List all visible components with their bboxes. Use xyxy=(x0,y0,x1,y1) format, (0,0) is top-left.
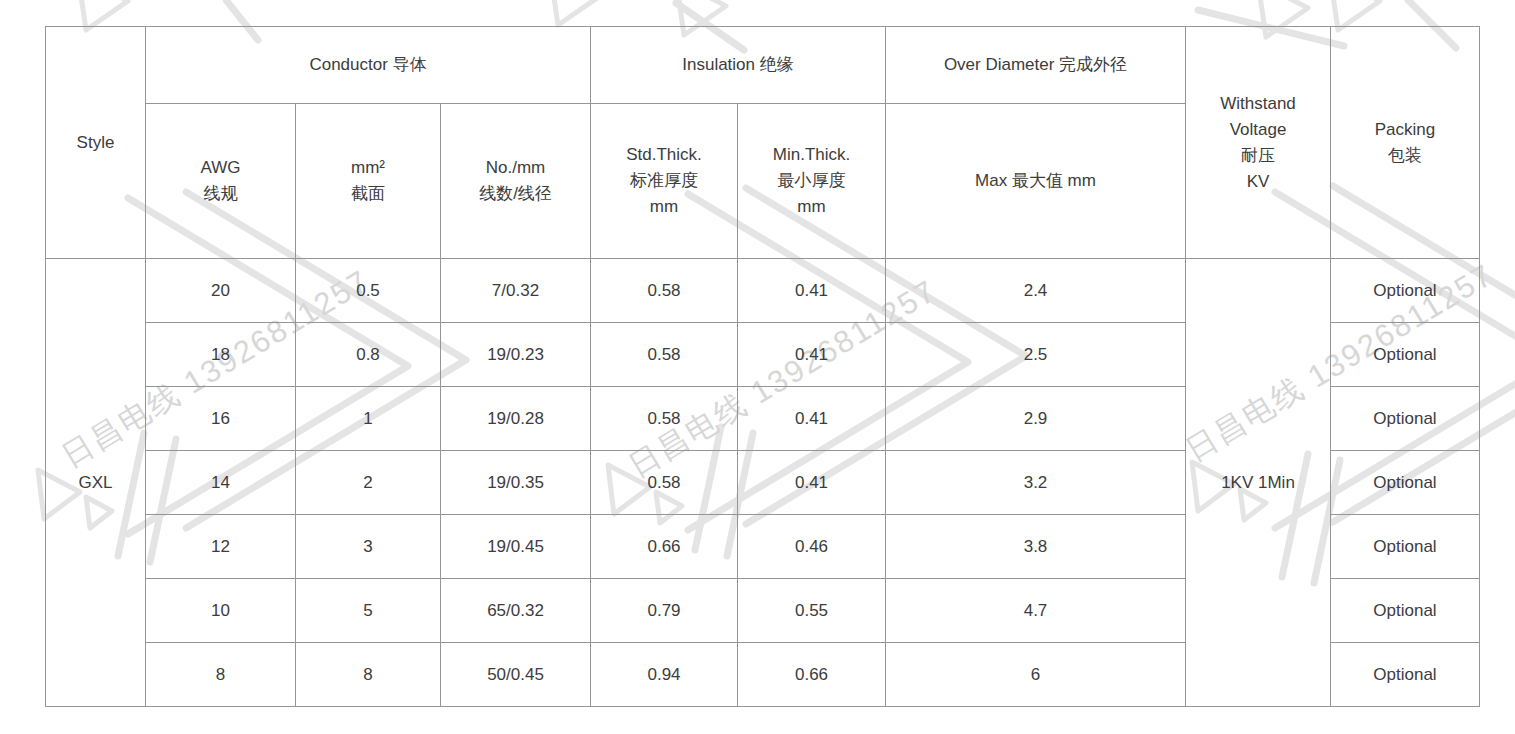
mm2-cell: 5 xyxy=(296,579,441,643)
std-thick-cell: 0.58 xyxy=(591,451,738,515)
awg-cell: 8 xyxy=(146,643,296,707)
std-thick-cell: 0.58 xyxy=(591,323,738,387)
min-thick-cell: 0.41 xyxy=(738,259,886,323)
packing-cell: Optional xyxy=(1331,579,1480,643)
header-group-over-diameter: Over Diameter 完成外径 xyxy=(886,27,1186,104)
strands-cell: 7/0.32 xyxy=(441,259,591,323)
packing-cell: Optional xyxy=(1331,387,1480,451)
awg-cell: 16 xyxy=(146,387,296,451)
std-thick-cell: 0.79 xyxy=(591,579,738,643)
mm2-cell: 1 xyxy=(296,387,441,451)
max-od-cell: 3.2 xyxy=(886,451,1186,515)
max-od-cell: 2.9 xyxy=(886,387,1186,451)
packing-cell: Optional xyxy=(1331,259,1480,323)
max-od-cell: 6 xyxy=(886,643,1186,707)
table-row: GXL 20 0.5 7/0.32 0.58 0.41 2.4 1KV 1Min… xyxy=(46,259,1480,323)
withstand-value-cell: 1KV 1Min xyxy=(1186,259,1331,707)
awg-cell: 14 xyxy=(146,451,296,515)
min-thick-cell: 0.41 xyxy=(738,387,886,451)
min-thick-cell: 0.41 xyxy=(738,323,886,387)
min-thick-cell: 0.55 xyxy=(738,579,886,643)
mm2-cell: 8 xyxy=(296,643,441,707)
std-thick-cell: 0.58 xyxy=(591,387,738,451)
std-thick-cell: 0.94 xyxy=(591,643,738,707)
awg-cell: 20 xyxy=(146,259,296,323)
strands-cell: 19/0.23 xyxy=(441,323,591,387)
strands-cell: 50/0.45 xyxy=(441,643,591,707)
spec-table: Style Conductor 导体 Insulation 绝缘 Over Di… xyxy=(45,26,1480,707)
mm2-cell: 2 xyxy=(296,451,441,515)
max-od-cell: 3.8 xyxy=(886,515,1186,579)
header-awg: AWG 线规 xyxy=(146,104,296,259)
mm2-cell: 0.5 xyxy=(296,259,441,323)
header-group-conductor: Conductor 导体 xyxy=(146,27,591,104)
header-max-od: Max 最大值 mm xyxy=(886,104,1186,259)
header-withstand-voltage: Withstand Voltage 耐压 KV xyxy=(1186,27,1331,259)
header-packing: Packing 包装 xyxy=(1331,27,1480,259)
packing-cell: Optional xyxy=(1331,515,1480,579)
mm2-cell: 0.8 xyxy=(296,323,441,387)
awg-cell: 12 xyxy=(146,515,296,579)
strands-cell: 65/0.32 xyxy=(441,579,591,643)
min-thick-cell: 0.46 xyxy=(738,515,886,579)
awg-cell: 10 xyxy=(146,579,296,643)
style-value-cell: GXL xyxy=(46,259,146,707)
strands-cell: 19/0.28 xyxy=(441,387,591,451)
header-strands: No./mm 线数/线径 xyxy=(441,104,591,259)
strands-cell: 19/0.45 xyxy=(441,515,591,579)
packing-cell: Optional xyxy=(1331,323,1480,387)
max-od-cell: 2.4 xyxy=(886,259,1186,323)
std-thick-cell: 0.58 xyxy=(591,259,738,323)
max-od-cell: 2.5 xyxy=(886,323,1186,387)
header-min-thick: Min.Thick. 最小厚度 mm xyxy=(738,104,886,259)
packing-cell: Optional xyxy=(1331,451,1480,515)
awg-cell: 18 xyxy=(146,323,296,387)
header-group-insulation: Insulation 绝缘 xyxy=(591,27,886,104)
min-thick-cell: 0.66 xyxy=(738,643,886,707)
max-od-cell: 4.7 xyxy=(886,579,1186,643)
header-std-thick: Std.Thick. 标准厚度 mm xyxy=(591,104,738,259)
mm2-cell: 3 xyxy=(296,515,441,579)
min-thick-cell: 0.41 xyxy=(738,451,886,515)
header-mm2: mm² 截面 xyxy=(296,104,441,259)
header-style: Style xyxy=(46,27,146,259)
std-thick-cell: 0.66 xyxy=(591,515,738,579)
strands-cell: 19/0.35 xyxy=(441,451,591,515)
packing-cell: Optional xyxy=(1331,643,1480,707)
